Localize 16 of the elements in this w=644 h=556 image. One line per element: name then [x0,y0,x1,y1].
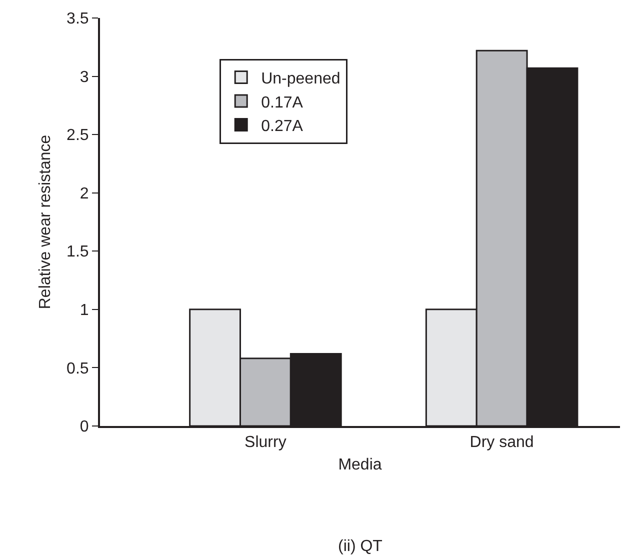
y-tick-label: 2 [80,185,89,202]
y-axis-title: Relative wear resistance [36,134,54,310]
y-tick-label: 3.5 [66,10,89,28]
x-axis-title: Media [338,456,382,474]
y-tick-label: 0.5 [66,360,89,378]
y-tick-label: 1 [80,302,89,320]
x-tick-label: Slurry [244,434,286,452]
text: (ii) QT [338,538,383,555]
y-tick-label: 2.5 [66,127,89,144]
y-tick-label: 0 [80,418,89,436]
legend-label: 0.17A [261,94,304,112]
legend-label: 0.27A [261,118,304,136]
y-tick-label: 3 [80,68,89,86]
y-tick-label: 1.5 [66,244,89,261]
x-tick-label: Dry sand [470,434,534,452]
legend-label: Un-peened [261,70,340,88]
